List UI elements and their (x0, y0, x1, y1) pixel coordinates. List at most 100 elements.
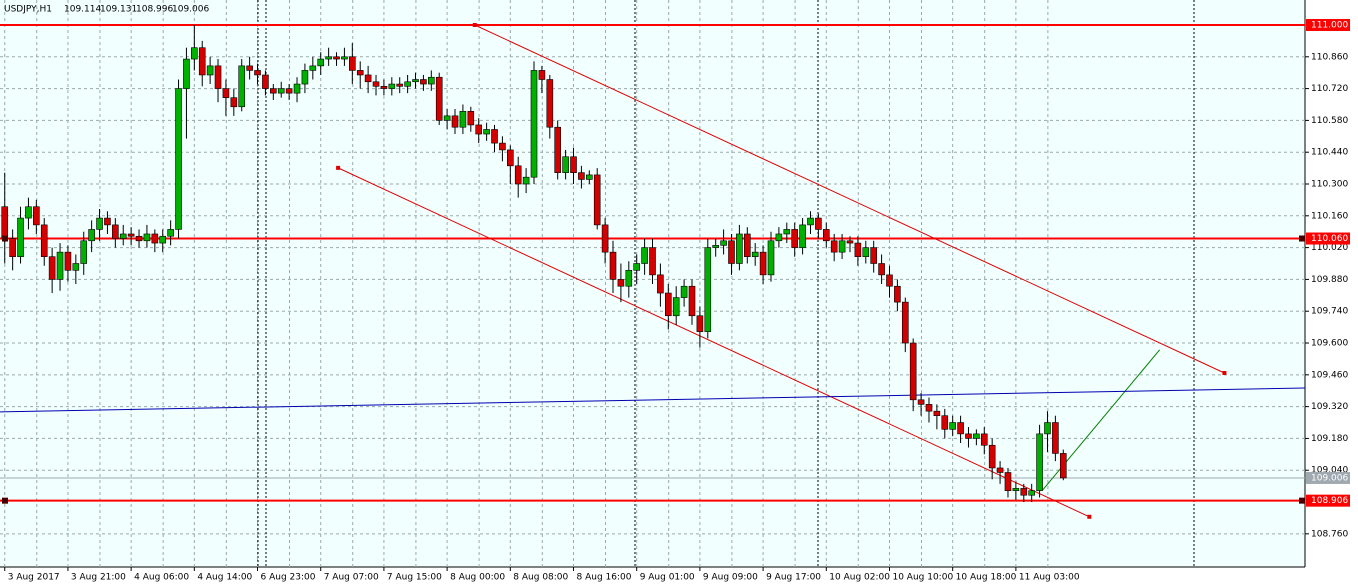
candle-body (854, 242, 862, 257)
candle-body (301, 70, 309, 85)
candle-body (641, 247, 648, 264)
candle-body (143, 233, 151, 242)
header-open: 109.114 (64, 5, 101, 15)
trend-anchor (336, 165, 341, 170)
candle-body (593, 174, 601, 226)
candle-body (807, 217, 814, 226)
candle-body (941, 415, 949, 430)
candle-body (657, 274, 664, 294)
candle-body (830, 240, 838, 253)
candle-body (380, 86, 388, 89)
level-label: 110.060 (1311, 234, 1348, 244)
candle-body (822, 229, 830, 242)
candle-body (40, 224, 48, 257)
candle-body (246, 65, 253, 71)
trend-line (337, 167, 1090, 518)
candle-body (878, 263, 885, 276)
y-tick-label: 109.180 (1311, 434, 1348, 444)
candle-body (88, 229, 95, 242)
candle-body (783, 229, 791, 235)
candle-body (530, 70, 538, 178)
x-tick-label: 8 Aug 16:00 (577, 573, 632, 583)
y-tick-label: 110.860 (1311, 52, 1348, 62)
candle-body (238, 65, 246, 108)
candle-body (957, 422, 964, 435)
candle-body (980, 433, 988, 446)
candle-body (459, 111, 467, 128)
candle-body (17, 217, 24, 257)
trend-anchor (1087, 514, 1092, 519)
candle-body (696, 315, 704, 332)
header-close: 109.006 (172, 5, 209, 15)
y-tick-label: 110.580 (1311, 116, 1348, 126)
y-tick-label: 109.880 (1311, 275, 1348, 285)
candle-body (443, 115, 451, 121)
candle-body (499, 142, 506, 151)
candle-body (862, 247, 870, 257)
candle-body (191, 47, 198, 60)
candle-body (270, 88, 277, 94)
candle-body (127, 233, 135, 237)
candle-body (728, 240, 735, 264)
header-high: 109.131 (100, 5, 137, 15)
y-tick-label: 109.740 (1311, 307, 1348, 317)
y-tick-label: 110.720 (1311, 84, 1348, 94)
candle-body (198, 47, 206, 76)
y-tick-label: 109.320 (1311, 402, 1348, 412)
candle-body (1020, 488, 1028, 496)
candle-body (988, 444, 996, 469)
candle-body (522, 176, 530, 185)
candle-body (396, 83, 404, 87)
candle-body (356, 70, 364, 76)
x-tick-label: 9 Aug 17:00 (766, 573, 821, 583)
candle-body (72, 263, 80, 271)
y-tick-label: 109.040 (1311, 466, 1348, 476)
candle-body (451, 115, 459, 128)
candle-body (909, 342, 917, 401)
candle-body (467, 111, 475, 126)
candle-body (649, 247, 656, 276)
candle-body (262, 74, 269, 89)
candle-body (135, 235, 143, 242)
x-tick-label: 7 Aug 07:00 (324, 573, 379, 583)
candle-body (309, 65, 317, 71)
candle-body (1004, 472, 1012, 491)
candle-body (104, 217, 111, 226)
candle-body (325, 56, 332, 60)
candle-body (56, 251, 64, 280)
candle-body (664, 292, 672, 317)
x-tick-label: 9 Aug 09:00 (703, 573, 758, 583)
candle-body (1059, 453, 1067, 479)
candle-body (285, 88, 293, 94)
header-low: 108.996 (136, 5, 173, 15)
trend-line (474, 24, 1225, 374)
y-tick-label: 109.600 (1311, 339, 1348, 349)
x-tick-label: 3 Aug 2017 (8, 573, 60, 583)
candle-body (214, 65, 222, 89)
candle-body (167, 229, 174, 237)
candle-body (412, 79, 419, 83)
candle-body (775, 233, 783, 242)
candle-body (483, 129, 490, 135)
level-label: 111.000 (1311, 20, 1348, 30)
candle-body (886, 274, 893, 287)
x-tick-label: 10 Aug 10:00 (892, 573, 953, 583)
candle-body (609, 251, 617, 280)
candle-body (206, 65, 214, 76)
x-tick-label: 8 Aug 08:00 (513, 573, 568, 583)
trend-anchor (1222, 371, 1227, 376)
candle-body (428, 76, 435, 85)
candle-body (688, 285, 696, 317)
candle-body (767, 240, 775, 276)
candle-body (917, 399, 925, 405)
candle-body (341, 56, 348, 60)
candle-body (388, 83, 396, 89)
candle-body (491, 129, 498, 144)
level-anchor (2, 235, 8, 242)
candle-body (159, 235, 167, 244)
candle-body (277, 88, 285, 94)
candle-body (80, 240, 88, 264)
candle-body (759, 251, 767, 276)
candle-body (570, 156, 577, 173)
